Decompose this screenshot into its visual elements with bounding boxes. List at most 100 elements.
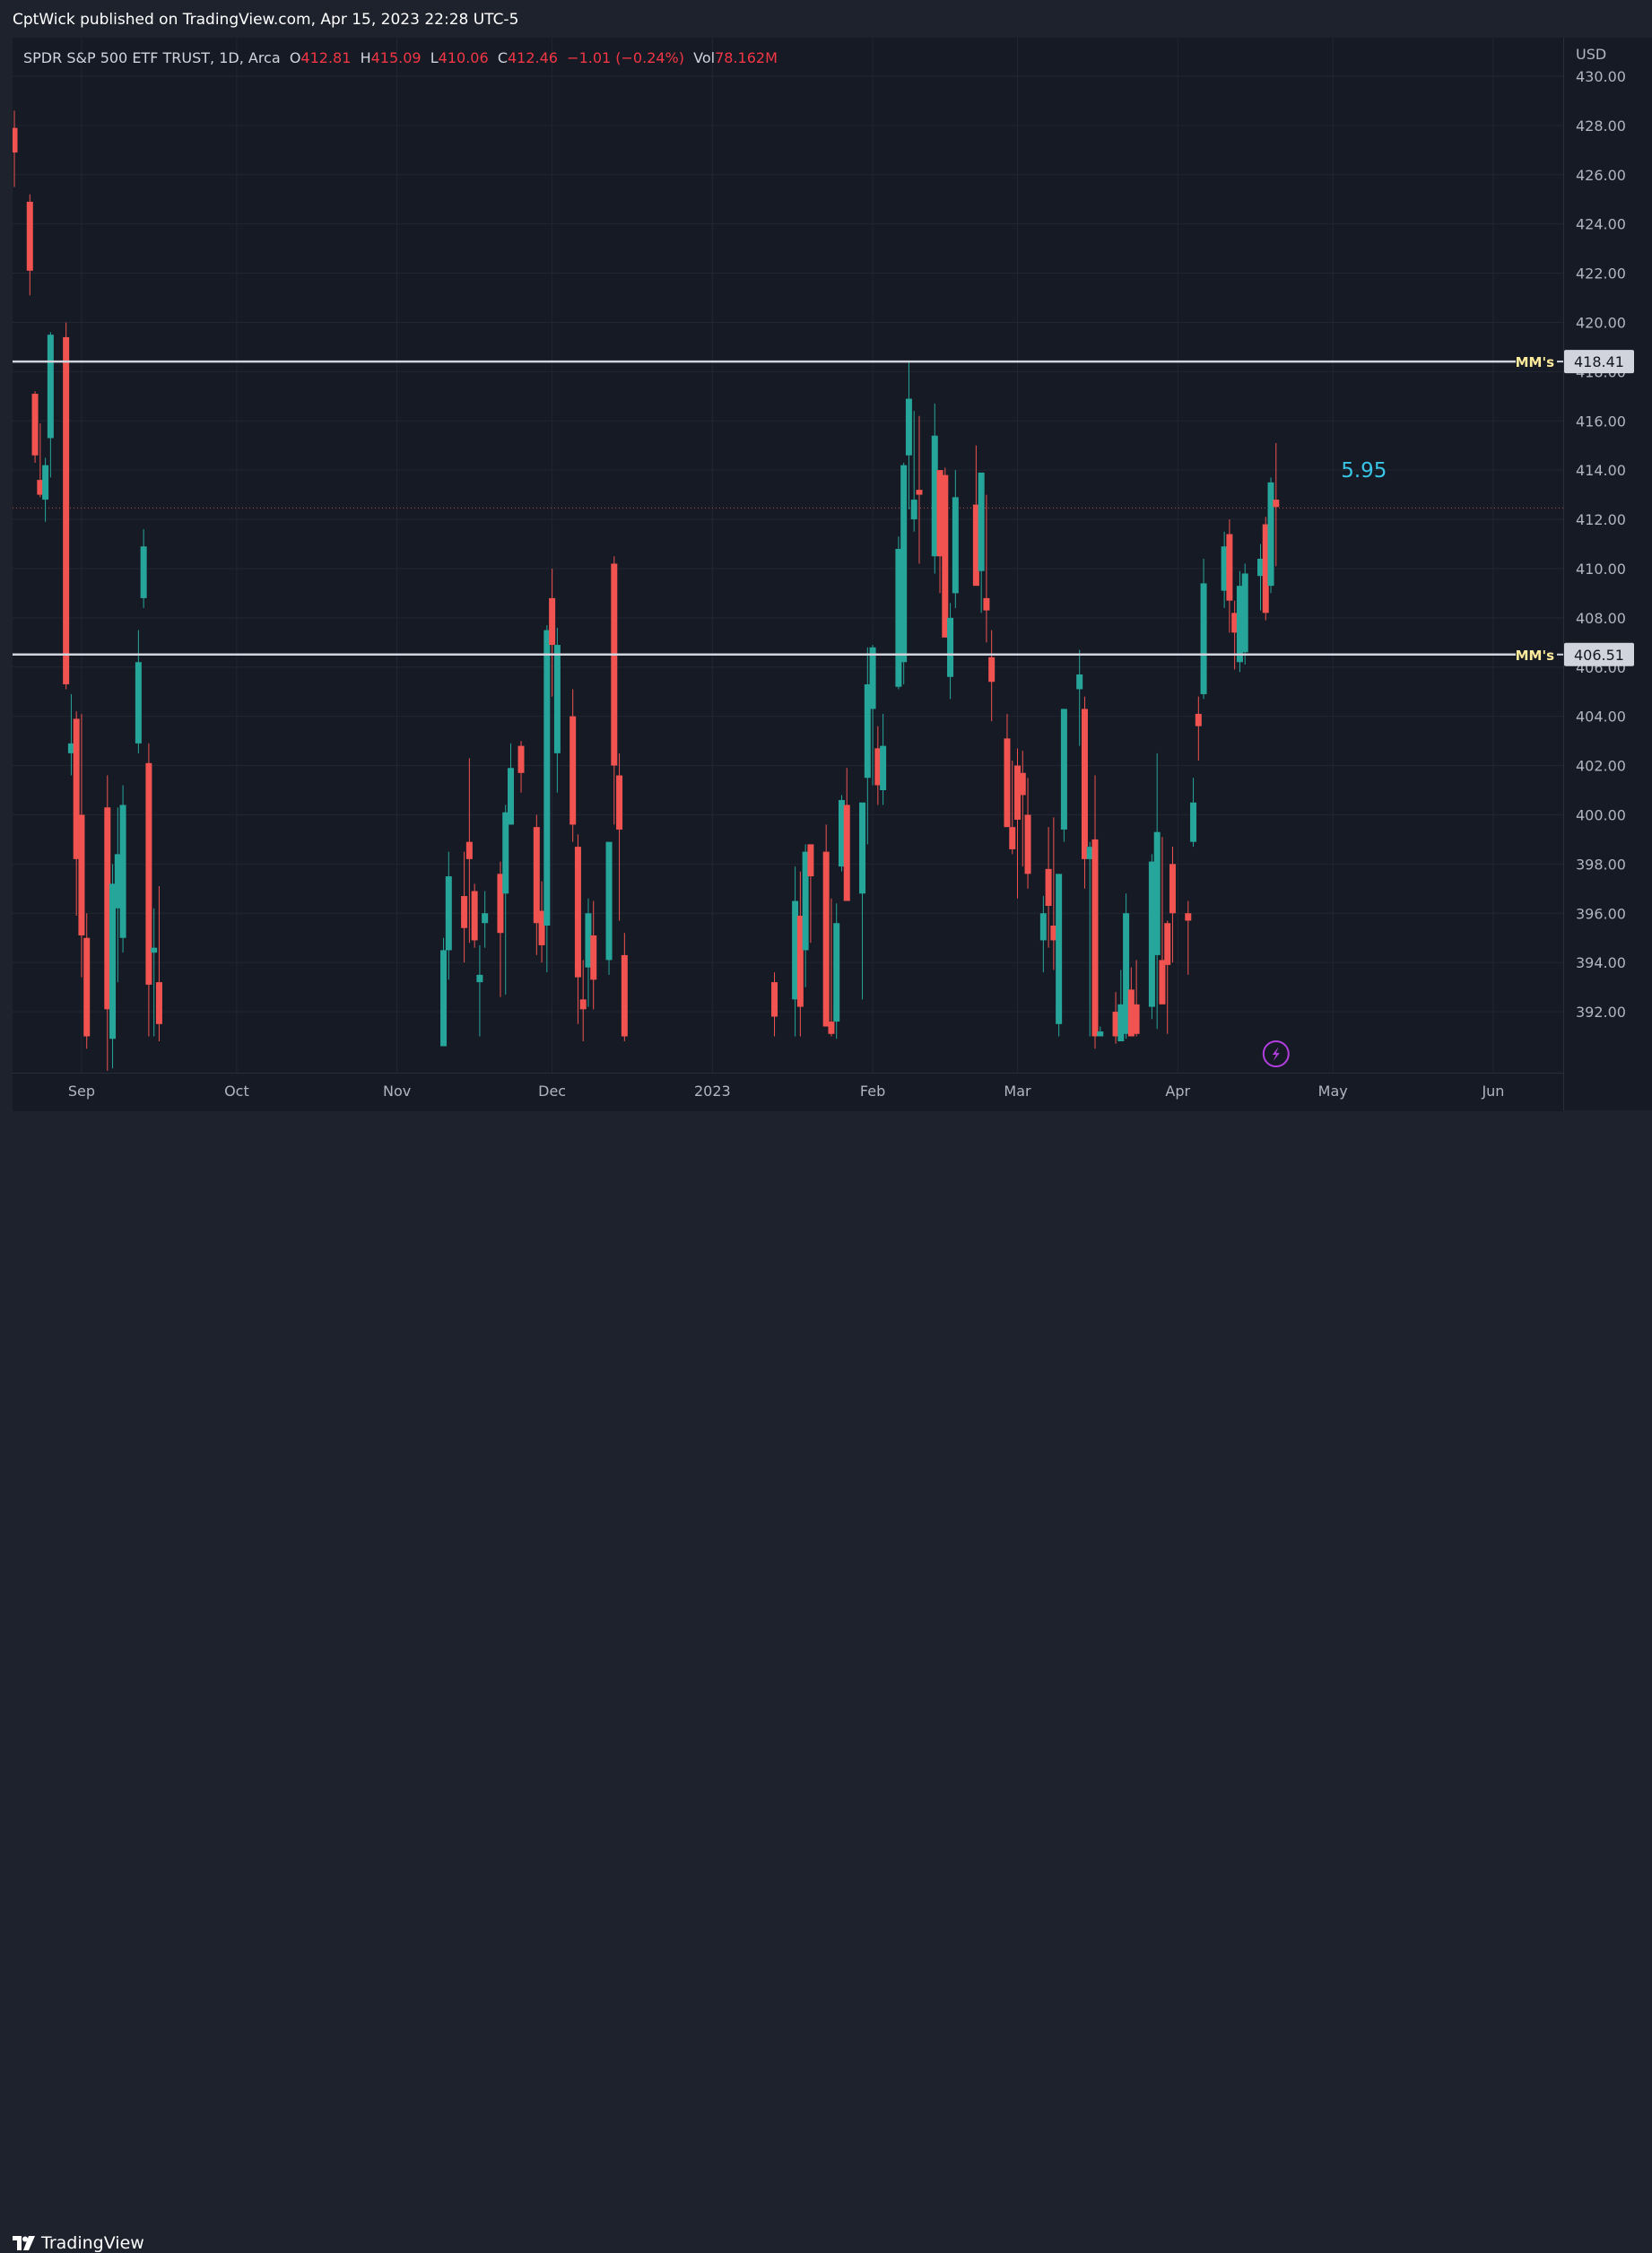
candle-body bbox=[119, 805, 126, 938]
candle-body bbox=[140, 546, 147, 598]
candle-body bbox=[1273, 500, 1280, 508]
price-axis[interactable] bbox=[1563, 38, 1652, 1110]
price-tick-label: 422.00 bbox=[1576, 265, 1626, 283]
candle-body bbox=[1195, 713, 1202, 726]
candle-body bbox=[796, 915, 804, 1007]
candle-body bbox=[1267, 482, 1274, 587]
price-tick-label: 430.00 bbox=[1576, 68, 1626, 85]
legend-open-label: O bbox=[289, 49, 301, 66]
candle-body bbox=[497, 874, 504, 934]
tradingview-logo[interactable]: TradingView bbox=[13, 2233, 144, 2253]
time-axis[interactable] bbox=[13, 1073, 1563, 1111]
price-tick-label: 402.00 bbox=[1576, 758, 1626, 775]
candle-body bbox=[1236, 586, 1243, 663]
level-badge bbox=[1564, 642, 1634, 666]
tradingview-logo-icon bbox=[13, 2236, 35, 2250]
candle-body bbox=[590, 935, 597, 980]
level-badge bbox=[1564, 350, 1634, 374]
candle-body bbox=[570, 716, 577, 825]
candle-body bbox=[151, 947, 158, 953]
candle-body bbox=[26, 201, 33, 271]
price-tick-label: 428.00 bbox=[1576, 117, 1626, 135]
price-tick-label: 424.00 bbox=[1576, 216, 1626, 233]
candle-body bbox=[543, 630, 551, 926]
publisher-bar: CptWick published on TradingView.com, Ap… bbox=[0, 0, 1652, 38]
candle-body bbox=[1014, 765, 1022, 820]
candle-body bbox=[1200, 583, 1207, 694]
price-tick-label: 420.00 bbox=[1576, 314, 1626, 331]
legend-low-value: 410.06 bbox=[438, 49, 489, 66]
candle-body bbox=[145, 762, 152, 985]
currency-label: USD bbox=[1576, 46, 1606, 63]
candle-body bbox=[611, 563, 618, 766]
candle-body bbox=[880, 745, 887, 790]
time-tick-label: May bbox=[1318, 1083, 1348, 1100]
candle-body bbox=[1081, 709, 1088, 859]
candle-body bbox=[1086, 847, 1093, 859]
candle-body bbox=[838, 799, 845, 867]
candle-body bbox=[1056, 874, 1063, 1024]
candle-body bbox=[1024, 814, 1031, 874]
candle-body bbox=[792, 900, 799, 1000]
lightning-icon bbox=[1262, 1040, 1290, 1067]
price-tick-label: 416.00 bbox=[1576, 413, 1626, 430]
candle-body bbox=[579, 999, 587, 1010]
candle-body bbox=[553, 645, 561, 753]
candle-body bbox=[83, 937, 91, 1037]
candlestick-chart: 430.00 428.00 426.00 424.00 422.00 420.00 418.… bbox=[13, 38, 1634, 1100]
price-tick-label: 410.00 bbox=[1576, 561, 1626, 578]
candle-body bbox=[476, 974, 483, 983]
candle-body bbox=[1091, 839, 1099, 1037]
legend-high-label: H bbox=[360, 49, 371, 66]
candle-body bbox=[445, 876, 452, 951]
candle-body bbox=[833, 923, 840, 1022]
footer: TradingView bbox=[0, 1110, 1652, 2253]
candle-body bbox=[931, 435, 938, 557]
level-label: MM's bbox=[1516, 648, 1554, 664]
candle-body bbox=[465, 841, 473, 859]
annotation-text: 5.95 bbox=[1341, 459, 1387, 483]
candle-body bbox=[605, 841, 613, 961]
legend-change: −1.01 (−0.24%) bbox=[567, 49, 684, 66]
legend-close-value: 412.46 bbox=[508, 49, 558, 66]
legend-low-label: L bbox=[430, 49, 439, 66]
candle-body bbox=[155, 982, 162, 1024]
chart-pane[interactable] bbox=[13, 38, 1563, 1073]
candle-body bbox=[1019, 772, 1026, 796]
candle-body bbox=[440, 950, 448, 1047]
time-tick-label: Dec bbox=[538, 1083, 566, 1100]
candle-body bbox=[1226, 534, 1233, 601]
candle-body bbox=[47, 335, 54, 439]
candle-body bbox=[538, 910, 545, 945]
candle-body bbox=[874, 748, 882, 786]
candle-body bbox=[1050, 925, 1057, 941]
time-tick-label: 2023 bbox=[694, 1083, 731, 1100]
candle-body bbox=[822, 851, 830, 1027]
candle-body bbox=[104, 807, 111, 1010]
candle-body bbox=[1123, 913, 1130, 1034]
candle-body bbox=[1169, 864, 1176, 914]
candle-body bbox=[1241, 573, 1248, 653]
candle-body bbox=[1045, 868, 1052, 907]
candle-body bbox=[1185, 913, 1192, 921]
candle-body bbox=[1256, 558, 1264, 577]
candle-body bbox=[517, 745, 525, 773]
candle-body bbox=[42, 465, 49, 500]
candle-body bbox=[916, 490, 923, 495]
candle-body bbox=[1117, 1004, 1125, 1041]
candle-body bbox=[616, 775, 623, 830]
candle-body bbox=[828, 1022, 835, 1034]
legend-symbol[interactable]: SPDR S&P 500 ETF TRUST, 1D, Arca bbox=[23, 49, 281, 66]
candle-body bbox=[807, 844, 814, 877]
candle-body bbox=[621, 954, 628, 1037]
candle-body bbox=[1190, 802, 1197, 842]
candle-body bbox=[859, 802, 866, 894]
candle-body bbox=[109, 883, 117, 1040]
candle-body bbox=[802, 851, 809, 951]
candle-body bbox=[942, 474, 949, 638]
candle-body bbox=[574, 847, 581, 978]
candle-body bbox=[905, 398, 912, 456]
candle-body bbox=[895, 548, 902, 687]
candle-body bbox=[983, 597, 990, 611]
